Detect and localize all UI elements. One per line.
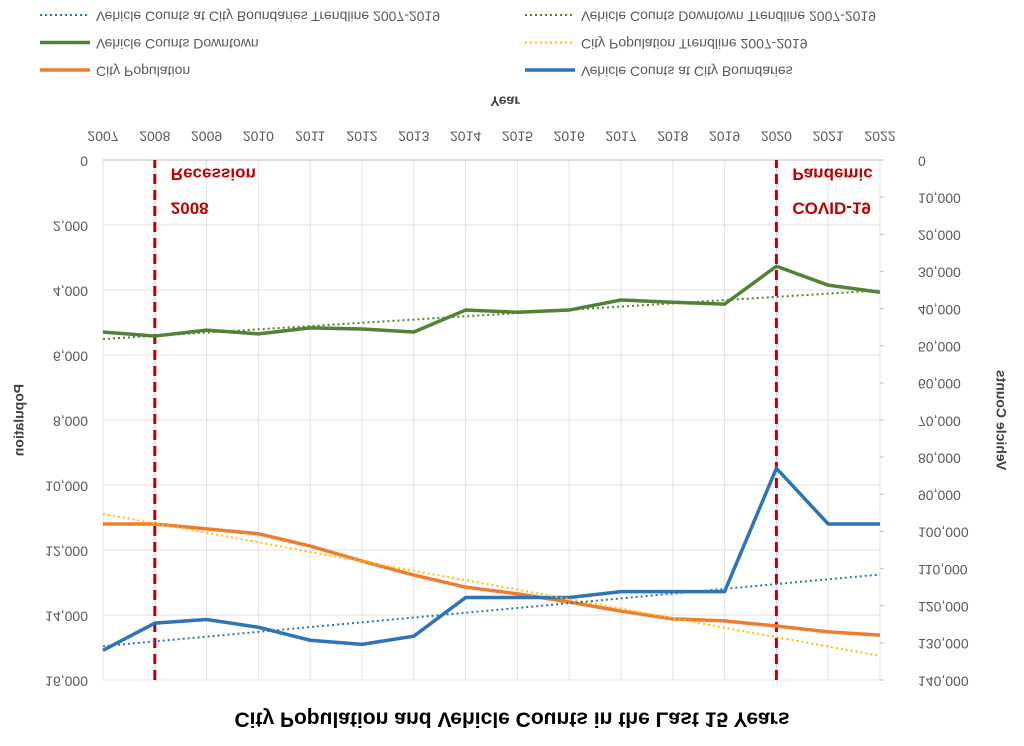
y2-tick-label: 20,000 xyxy=(918,228,961,244)
y2-tick-label: 130,000 xyxy=(918,636,969,652)
y2-tick-label: 120,000 xyxy=(918,599,969,615)
y-tick-label: 6,000 xyxy=(53,348,88,364)
x-tick-label: 2011 xyxy=(295,128,325,144)
y2-tick-label: 40,000 xyxy=(918,302,961,318)
y2-tick-label: 90,000 xyxy=(918,488,961,504)
annotation-text: 2008 xyxy=(171,199,209,218)
x-tick-label: 2018 xyxy=(657,128,688,144)
y-tick-label: 14,000 xyxy=(45,608,88,624)
legend-label: Vehicle Counts Downtown xyxy=(96,36,259,52)
legend-label: Vehicle Counts at City Boundaries xyxy=(581,63,793,79)
y-tick-label: 4,000 xyxy=(53,283,88,299)
series-line xyxy=(102,264,881,338)
y2-tick-label: 30,000 xyxy=(918,265,961,281)
y-tick-label: 8,000 xyxy=(53,413,88,429)
x-tick-label: 2019 xyxy=(709,128,740,144)
y-tick-label: 10,000 xyxy=(45,478,88,494)
legend-label: City Population xyxy=(96,63,190,79)
y2-tick-label: 80,000 xyxy=(918,450,961,466)
x-tick-label: 2015 xyxy=(502,128,533,144)
x-tick-label: 2013 xyxy=(398,128,429,144)
y2-tick-label: 140,000 xyxy=(918,673,969,689)
y-tick-label: 12,000 xyxy=(45,543,88,559)
x-tick-label: 2012 xyxy=(346,128,377,144)
y2-tick-label: 60,000 xyxy=(918,376,961,392)
annotation-text: Recession xyxy=(171,165,256,184)
y-tick-label: 16,000 xyxy=(45,673,88,689)
y2-tick-label: 70,000 xyxy=(918,413,961,429)
annotation-text: COVID-19 xyxy=(792,199,870,218)
trendline xyxy=(102,289,881,341)
y2-tick-label: 110,000 xyxy=(918,562,968,578)
x-tick-label: 2021 xyxy=(813,128,844,144)
x-tick-label: 2010 xyxy=(243,128,274,144)
x-tick-label: 2009 xyxy=(191,128,222,144)
y2-tick-label: 10,000 xyxy=(918,190,961,206)
x-axis-label: Year xyxy=(490,93,520,109)
annotation-text: Pandemic xyxy=(792,165,872,184)
legend-label: City Population Trendline 2007-2019 xyxy=(581,36,808,52)
chart-title: City Population and Vehicle Counts in th… xyxy=(234,707,789,730)
x-tick-label: 2016 xyxy=(554,128,585,144)
legend-label: Vehicle Counts Downtown Trendline 2007-2… xyxy=(581,8,876,24)
y2-tick-label: 0 xyxy=(918,153,926,169)
series-line xyxy=(102,466,880,652)
legend-label: Vehicle Counts at City Boundaries Trendl… xyxy=(96,8,440,24)
y2-axis-label: Vehicle Counts xyxy=(993,370,1009,471)
trendline xyxy=(102,512,881,657)
y-tick-label: 2,000 xyxy=(53,218,88,234)
series-line xyxy=(103,522,881,637)
y-tick-label: 0 xyxy=(80,153,88,169)
y-axis-label: Population xyxy=(11,384,27,456)
x-tick-label: 2007 xyxy=(87,128,118,144)
trendline xyxy=(102,573,881,648)
x-tick-label: 2017 xyxy=(605,128,636,144)
x-tick-label: 2022 xyxy=(864,128,895,144)
x-tick-label: 2014 xyxy=(450,128,481,144)
y2-tick-label: 100,000 xyxy=(918,525,969,541)
x-tick-label: 2008 xyxy=(139,128,170,144)
y2-tick-label: 50,000 xyxy=(918,339,961,355)
x-tick-label: 2020 xyxy=(761,128,792,144)
